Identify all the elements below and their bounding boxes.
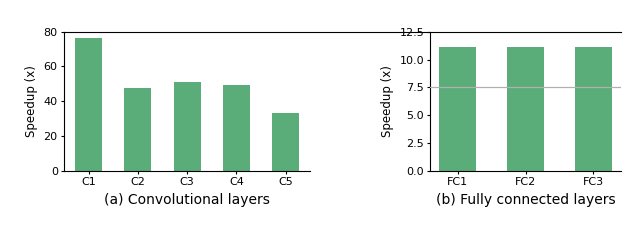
Bar [272,112,299,171]
Bar [124,88,152,171]
Bar [575,47,612,171]
Bar [75,38,102,171]
Bar [507,47,544,171]
Bar [223,85,250,171]
Y-axis label: Speedup (x): Speedup (x) [25,65,38,137]
Y-axis label: Speedup (x): Speedup (x) [381,65,394,137]
X-axis label: (a) Convolutional layers: (a) Convolutional layers [104,193,270,207]
Bar [173,82,201,171]
X-axis label: (b) Fully connected layers: (b) Fully connected layers [436,193,616,207]
Bar [439,47,476,171]
